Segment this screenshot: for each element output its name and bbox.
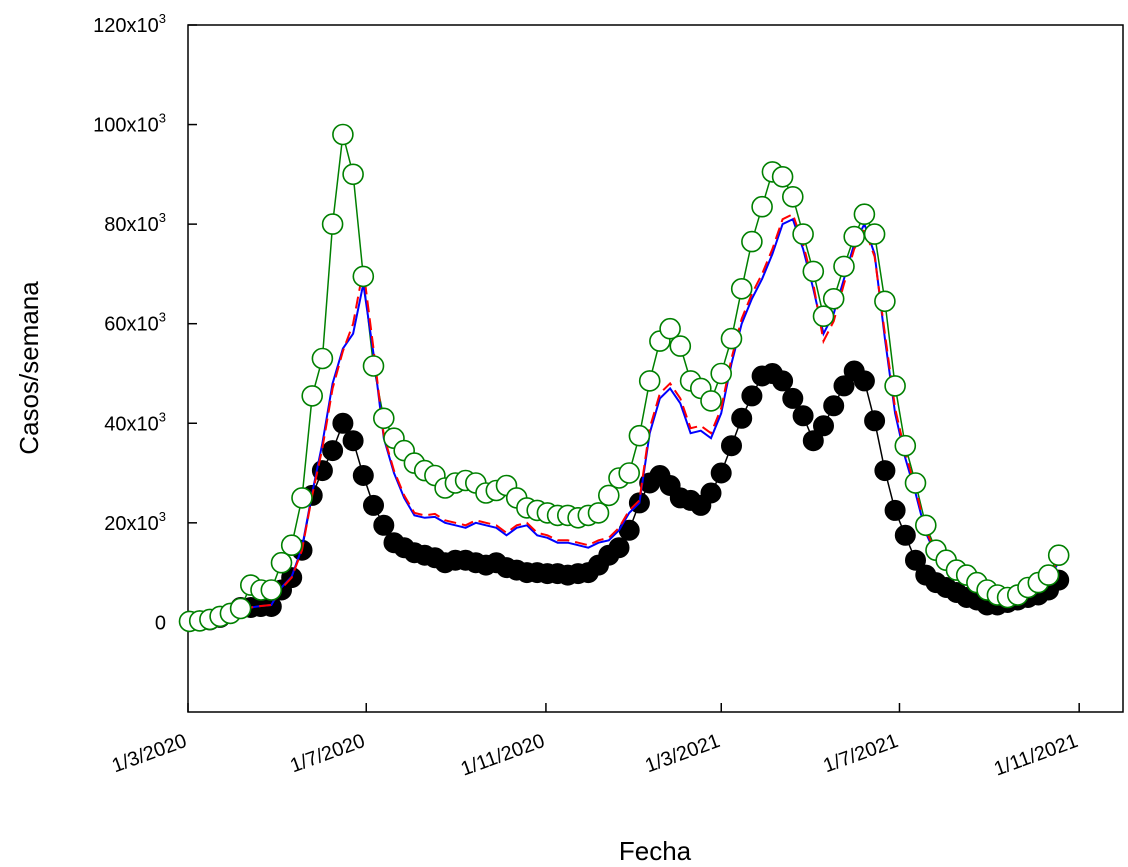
plot-frame — [187, 24, 1124, 713]
series-1-point — [1047, 544, 1070, 567]
x-tick-label: 1/11/2021 — [991, 730, 1081, 781]
series-1-point — [730, 277, 753, 300]
series-1-point — [618, 462, 641, 484]
series-0 — [189, 369, 1060, 623]
series-1-point — [597, 484, 620, 507]
series-1-point — [342, 163, 364, 186]
series-1-point — [843, 225, 866, 248]
series-1-point — [362, 355, 385, 377]
series-1-point — [751, 195, 773, 218]
y-tick-base: 100x10 — [93, 115, 159, 137]
series-1-point — [874, 290, 896, 313]
series-1-point — [311, 347, 334, 370]
series-1-point — [669, 335, 692, 357]
y-tick-base: 40x10 — [104, 413, 159, 435]
y-tick-exponent: 3 — [159, 509, 166, 524]
series-1-point — [720, 327, 743, 350]
series-1-point — [822, 287, 845, 310]
y-tick-label: 40x103 — [104, 409, 166, 435]
series-1-point — [771, 166, 794, 188]
series-1-point — [914, 514, 937, 537]
series-1-point — [628, 424, 651, 447]
series-2 — [189, 217, 1060, 623]
series-2-line — [189, 217, 1060, 623]
y-tick-base: 120x10 — [93, 15, 159, 37]
y-tick-base: 0 — [155, 612, 166, 634]
series-1-point — [229, 597, 252, 620]
x-axis: 1/3/2020 1/7/2020 1/11/2020 1/3/2021 1/7/202… — [109, 703, 1081, 781]
x-tick-label: 1/7/2021 — [820, 730, 901, 777]
series-1-point — [372, 407, 395, 430]
series-1-point — [1037, 564, 1060, 586]
x-tick-label: 1/3/2021 — [642, 730, 723, 777]
x-axis-title: Fecha — [619, 836, 692, 866]
y-tick-exponent: 3 — [159, 310, 166, 325]
y-tick-label: 100x103 — [93, 111, 166, 137]
series-1-point — [894, 434, 917, 457]
series-1-point — [270, 551, 293, 574]
series-1-point — [280, 534, 303, 557]
y-tick-base: 20x10 — [104, 513, 159, 535]
open-marker-layer — [178, 123, 1070, 633]
series-3 — [189, 212, 1060, 623]
series-3-line — [189, 212, 1060, 623]
y-tick-base: 60x10 — [104, 314, 159, 336]
series-1-point — [741, 230, 763, 253]
y-tick-exponent: 3 — [159, 11, 166, 26]
y-tick-exponent: 3 — [159, 409, 166, 424]
series-1-point — [332, 123, 354, 146]
series-1-point — [352, 265, 375, 288]
series-1-point — [781, 186, 804, 208]
series-1-point — [863, 223, 886, 245]
y-tick-label: 20x103 — [104, 509, 166, 535]
series-1-point — [833, 255, 855, 278]
series-1-point — [587, 502, 610, 524]
series-0-line — [189, 369, 1060, 623]
series-1-point — [710, 362, 733, 385]
x-tick-label: 1/3/2020 — [109, 730, 190, 777]
x-tick-label: 1/7/2020 — [287, 730, 368, 777]
series-1-point — [659, 317, 681, 340]
series-1-point — [812, 305, 835, 328]
x-tick-label: 1/11/2020 — [458, 730, 548, 781]
series-1-point — [700, 390, 722, 412]
y-axis-title: Casos/semana — [14, 281, 44, 455]
y-tick-label: 120x103 — [93, 11, 166, 37]
series-1-point — [321, 213, 344, 235]
series-1-point — [301, 385, 324, 407]
y-tick-label: 60x103 — [104, 310, 166, 336]
series-1-point — [792, 223, 814, 245]
series-1-point — [260, 579, 283, 601]
y-tick-label: 80x103 — [104, 210, 166, 236]
series-1-point — [802, 260, 825, 283]
series-layer — [178, 123, 1070, 633]
series-1-point — [291, 487, 313, 509]
series-1-point — [638, 370, 661, 392]
series-1-point — [853, 203, 876, 225]
series-1-point — [904, 472, 927, 494]
y-tick-exponent: 3 — [159, 111, 166, 126]
y-tick-exponent: 3 — [159, 210, 166, 225]
y-tick-label: 0 — [155, 612, 166, 634]
series-1-point — [884, 375, 906, 397]
y-tick-base: 80x10 — [104, 214, 159, 236]
